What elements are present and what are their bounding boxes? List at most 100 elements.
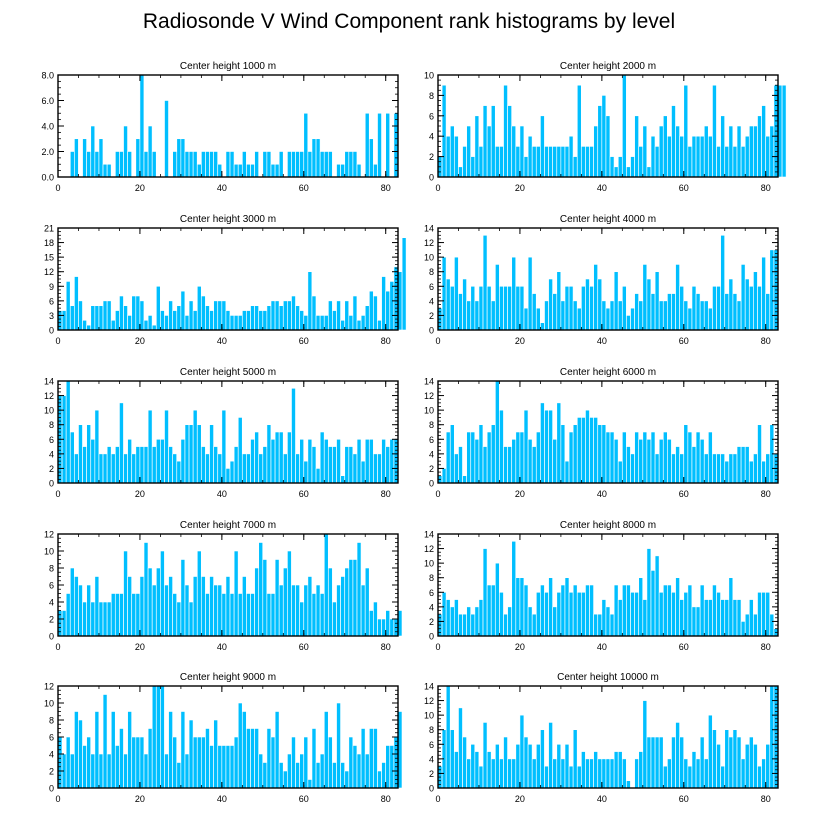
histogram-bar (474, 115, 480, 178)
histogram-bar (576, 84, 582, 178)
histogram-bar (188, 719, 194, 789)
histogram-bar (593, 613, 598, 637)
histogram-bar (307, 779, 313, 789)
histogram-bar (703, 599, 709, 637)
histogram-bar (164, 753, 169, 789)
histogram-bar (736, 446, 742, 484)
histogram-bar (753, 743, 758, 789)
panel-title: Center height 8000 m (560, 520, 656, 531)
histogram-bar (242, 576, 247, 637)
histogram-bar (712, 453, 717, 484)
histogram-bar (143, 542, 149, 637)
histogram-bar (332, 762, 337, 789)
histogram-bar (536, 591, 541, 637)
panel-title: Center height 2000 m (560, 61, 656, 72)
histogram-bar (315, 138, 321, 178)
histogram-bar (454, 751, 459, 789)
y-tick-label: 8 (429, 267, 434, 277)
histogram-bar (295, 305, 300, 331)
histogram-bar (667, 135, 672, 178)
histogram-bar (102, 163, 108, 178)
histogram-bar (172, 736, 177, 789)
histogram-bar (490, 424, 496, 484)
histogram-bar (585, 584, 590, 637)
histogram-bar (654, 555, 660, 637)
histogram-bar (176, 138, 182, 178)
x-tick-label: 40 (217, 183, 227, 193)
histogram-bar (246, 453, 251, 484)
histogram-bar (740, 264, 746, 331)
histogram-bar (630, 453, 635, 484)
histogram-bar (352, 453, 358, 484)
histogram-bar (86, 424, 91, 484)
x-tick-label: 40 (597, 336, 607, 346)
histogram-bar (315, 468, 321, 484)
histogram-bar (147, 125, 153, 178)
histogram-bar (94, 576, 100, 637)
histogram-bar (373, 601, 378, 637)
histogram-bar (585, 146, 590, 178)
histogram-bar (143, 446, 149, 484)
histogram-bar (303, 460, 309, 484)
x-tick-label: 80 (761, 336, 771, 346)
histogram-bar (556, 743, 562, 789)
x-tick-label: 0 (435, 183, 440, 193)
histogram-bar (336, 702, 341, 789)
histogram-bar (458, 446, 463, 484)
histogram-bar (184, 584, 190, 637)
histogram-bar (242, 310, 247, 331)
histogram-bar (209, 310, 214, 331)
histogram-bar (311, 138, 317, 178)
histogram-bar (196, 285, 202, 331)
histogram-bar (560, 584, 566, 637)
x-tick-label: 0 (55, 642, 60, 652)
histogram-bar (168, 300, 173, 331)
histogram-bar (328, 300, 333, 331)
y-tick-label: 6 (49, 581, 54, 591)
histogram-bar (328, 567, 333, 637)
histogram-bar (213, 719, 218, 789)
histogram-bar (110, 711, 116, 789)
histogram-bar (507, 606, 512, 637)
histogram-bar (589, 417, 594, 484)
histogram-bar (691, 446, 697, 484)
histogram-bar (642, 125, 648, 178)
histogram-bar (115, 310, 120, 331)
histogram-bar (499, 146, 504, 178)
histogram-bar (466, 300, 471, 331)
plot-frame (437, 533, 779, 637)
histogram-bar (503, 613, 508, 637)
histogram-bar (344, 300, 350, 331)
histogram-bar (744, 743, 750, 789)
histogram-bar (106, 163, 112, 178)
histogram-bar (740, 446, 746, 484)
histogram-bar (753, 613, 758, 637)
histogram-bar (282, 770, 288, 789)
y-tick-label: 0 (429, 326, 434, 336)
histogram-bar (156, 567, 161, 637)
histogram-panel-5: Center height 5000 m 0 2 4 6 8 10 12 14 0 20 40 60 80 (44, 367, 399, 499)
histogram-bar (564, 285, 570, 331)
histogram-bar (348, 559, 354, 637)
histogram-bar (667, 438, 672, 484)
histogram-bar (315, 762, 321, 789)
y-tick-label: 0 (429, 784, 434, 794)
histogram-bar (221, 745, 227, 789)
y-tick-label: 6 (49, 296, 54, 306)
histogram-bar (147, 567, 153, 637)
y-tick-label: 4 (49, 750, 54, 760)
histogram-bar (654, 146, 660, 178)
histogram-bar (441, 468, 447, 484)
x-tick-label: 40 (217, 336, 227, 346)
histogram-bar (229, 151, 235, 178)
histogram-bar (503, 736, 508, 789)
histogram-bar (724, 599, 730, 637)
x-tick-label: 0 (435, 489, 440, 499)
histogram-bar (242, 711, 247, 789)
histogram-bar (233, 550, 239, 637)
histogram-bar (385, 112, 391, 178)
histogram-bar (646, 438, 652, 484)
histogram-bar (389, 745, 395, 789)
histogram-bar (744, 135, 750, 178)
histogram-bar (86, 736, 91, 789)
